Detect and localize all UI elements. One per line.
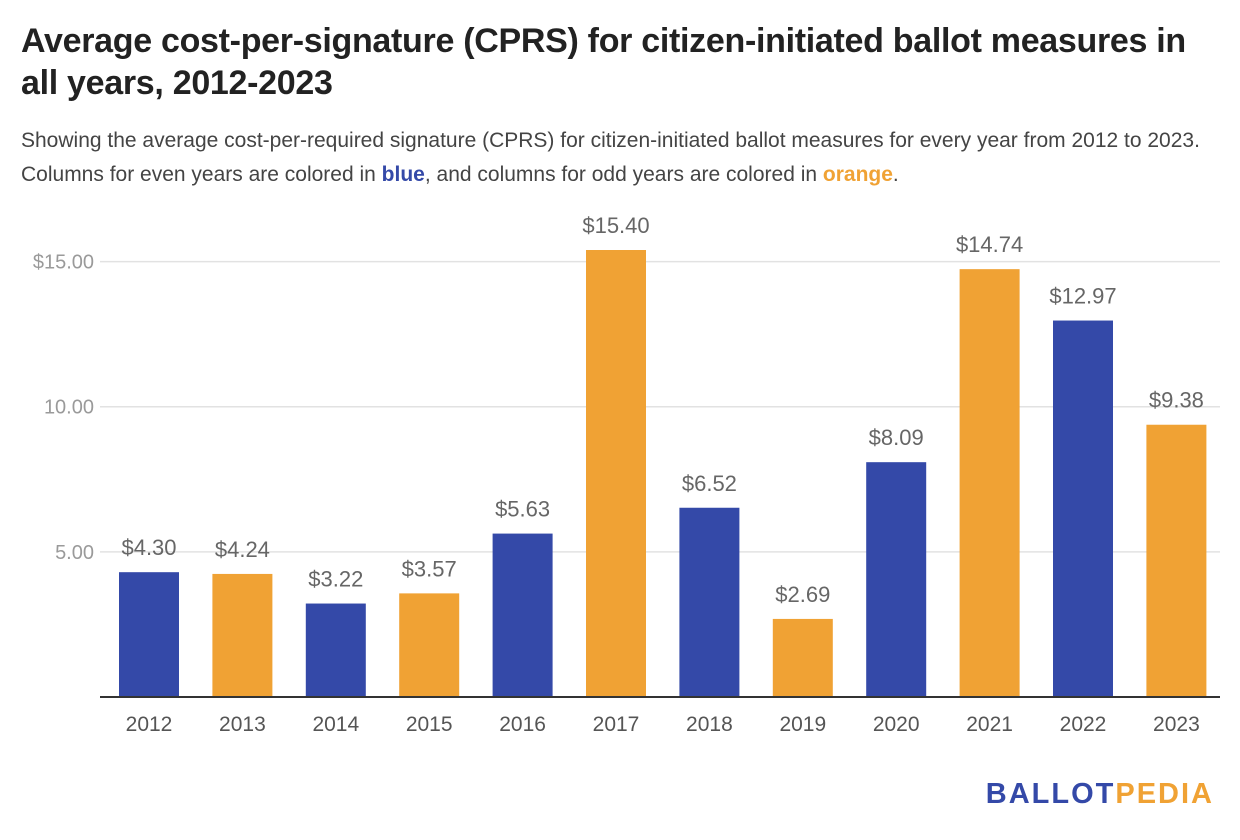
bars [119, 250, 1207, 697]
y-tick-label: $15.00 [33, 252, 94, 274]
bar-2016 [492, 533, 553, 697]
data-label-2018: $6.52 [682, 471, 737, 496]
x-tick-label-2016: 2016 [499, 713, 546, 736]
x-tick-label-2017: 2017 [593, 713, 640, 736]
gridlines [100, 260, 1220, 553]
bar-2022 [1053, 320, 1113, 697]
y-tick-label: 5.00 [55, 542, 94, 564]
bar-2021 [959, 269, 1020, 697]
bar-2020 [866, 462, 927, 697]
x-axis-ticks: 2012 2013 2014 2015 2016 2017 2018 2019 2020 2021… [126, 713, 1200, 736]
x-tick-label-2013: 2013 [219, 713, 266, 736]
data-label-2012: $4.30 [121, 535, 176, 560]
bar-2018 [679, 507, 740, 697]
bar-2017 [586, 250, 646, 697]
y-axis-ticks: 5.00 10.00 $15.00 [33, 252, 94, 564]
bar-2015 [399, 593, 460, 697]
data-label-2015: $3.57 [402, 556, 457, 581]
data-label-2019: $2.69 [775, 582, 830, 607]
y-tick-label: 10.00 [44, 397, 94, 419]
data-labels: $4.30 $4.24 $3.22 $3.57 $5.63 $15.40 $6.52 $2.6… [121, 213, 1203, 607]
data-label-2014: $3.22 [308, 567, 363, 592]
data-label-2022: $12.97 [1049, 284, 1116, 309]
subtitle-text-2: , and columns for odd years are colored … [424, 163, 823, 186]
x-tick-label-2012: 2012 [126, 713, 173, 736]
logo-ballot: BALLOT [985, 778, 1116, 810]
bar-2012 [119, 572, 179, 697]
subtitle-text-1: Showing the average cost-per-required si… [21, 129, 1200, 186]
x-tick-label-2015: 2015 [406, 713, 453, 736]
bar-2013 [212, 573, 273, 697]
x-tick-label-2021: 2021 [966, 713, 1013, 736]
subtitle-orange-word: orange [822, 163, 893, 186]
x-tick-label-2022: 2022 [1060, 713, 1107, 736]
data-label-2023: $9.38 [1149, 388, 1204, 413]
x-tick-label-2019: 2019 [779, 713, 826, 736]
x-tick-label-2020: 2020 [873, 713, 920, 736]
logo-pedia: PEDIA [1115, 778, 1214, 810]
chart-title: Average cost-per-signature (CPRS) for ci… [21, 22, 1186, 102]
data-label-2021: $14.74 [956, 232, 1023, 257]
bar-2019 [772, 618, 833, 697]
chart-subtitle: Showing the average cost-per-required si… [21, 124, 1221, 192]
subtitle-text-3: . [892, 163, 899, 186]
data-label-2016: $5.63 [495, 497, 550, 522]
subtitle-blue-word: blue [381, 163, 425, 186]
x-tick-label-2014: 2014 [312, 713, 359, 736]
bar-2023 [1146, 424, 1207, 697]
bar-2014 [305, 603, 366, 697]
data-label-2020: $8.09 [869, 425, 924, 450]
data-label-2017: $15.40 [582, 213, 649, 238]
x-tick-label-2018: 2018 [686, 713, 733, 736]
ballotpedia-logo: BALLOTPEDIA [986, 778, 1214, 811]
data-label-2013: $4.24 [215, 537, 270, 562]
x-tick-label-2023: 2023 [1153, 713, 1200, 736]
